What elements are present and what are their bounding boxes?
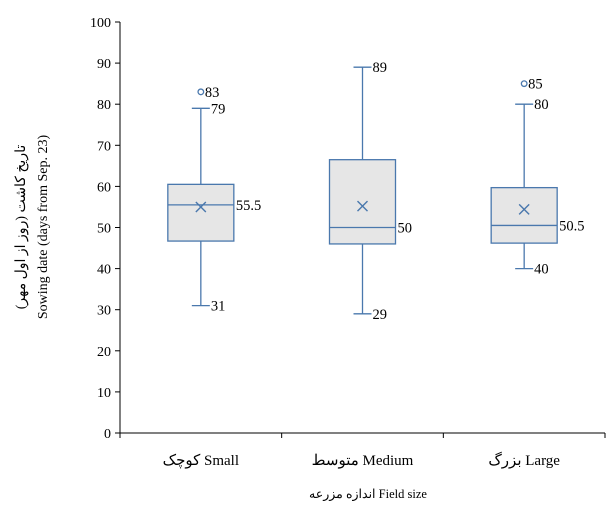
iqr-box [490, 186, 558, 244]
box-group: 80 40 50.5 85 [490, 77, 585, 278]
median-label: 50 [398, 221, 413, 237]
iqr-box [328, 159, 397, 245]
y-tick-label: 90 [97, 57, 111, 72]
box-group: 89 29 50 [328, 60, 413, 323]
x-axis-categories: کوچک Small متوسط Medium بزرگ Large [119, 433, 606, 469]
min-label: 31 [211, 299, 226, 315]
y-tick-label: 80 [97, 98, 111, 113]
mean-marker [195, 201, 207, 213]
y-tick-label: 40 [97, 263, 111, 278]
outlier-point [197, 88, 205, 96]
y-tick-label: 30 [97, 304, 111, 319]
median-label: 50.5 [559, 218, 584, 234]
boxes: 79 31 55.5 83 89 29 50 80 40 50.5 85 [167, 60, 585, 323]
max-label: 79 [211, 101, 226, 117]
y-axis-title-persian: تاریخ کاشت (روز از اول مهر) [14, 145, 29, 310]
max-label: 89 [373, 60, 388, 76]
y-tick-label: 0 [104, 427, 111, 442]
min-label: 40 [534, 262, 549, 278]
y-axis-title-english: Sowing date (days from Sep. 23) [36, 135, 51, 320]
y-tick-label: 50 [97, 222, 111, 237]
y-tick-label: 70 [97, 139, 111, 154]
outlier-label: 83 [205, 85, 220, 101]
y-tick-label: 100 [90, 16, 111, 31]
y-tick-label: 10 [97, 386, 111, 401]
outlier-point [520, 80, 528, 88]
mean-marker [357, 200, 368, 212]
x-axis-title: اندازه مزرعه Field size [309, 487, 427, 502]
iqr-box [167, 183, 235, 242]
box-group: 79 31 55.5 83 [167, 85, 261, 315]
y-tick-label: 60 [97, 180, 111, 195]
max-label: 80 [534, 97, 549, 113]
x-category-label: بزرگ Large [488, 451, 560, 469]
mean-marker [518, 203, 530, 215]
outlier-label: 85 [528, 77, 543, 93]
y-axis-ticks: 0 10 20 30 40 50 60 70 80 90 100 [90, 16, 120, 442]
min-label: 29 [373, 307, 388, 323]
x-category-label: متوسط Medium [312, 453, 414, 469]
median-label: 55.5 [236, 198, 261, 214]
y-tick-label: 20 [97, 345, 111, 360]
x-category-label: کوچک Small [163, 453, 239, 469]
